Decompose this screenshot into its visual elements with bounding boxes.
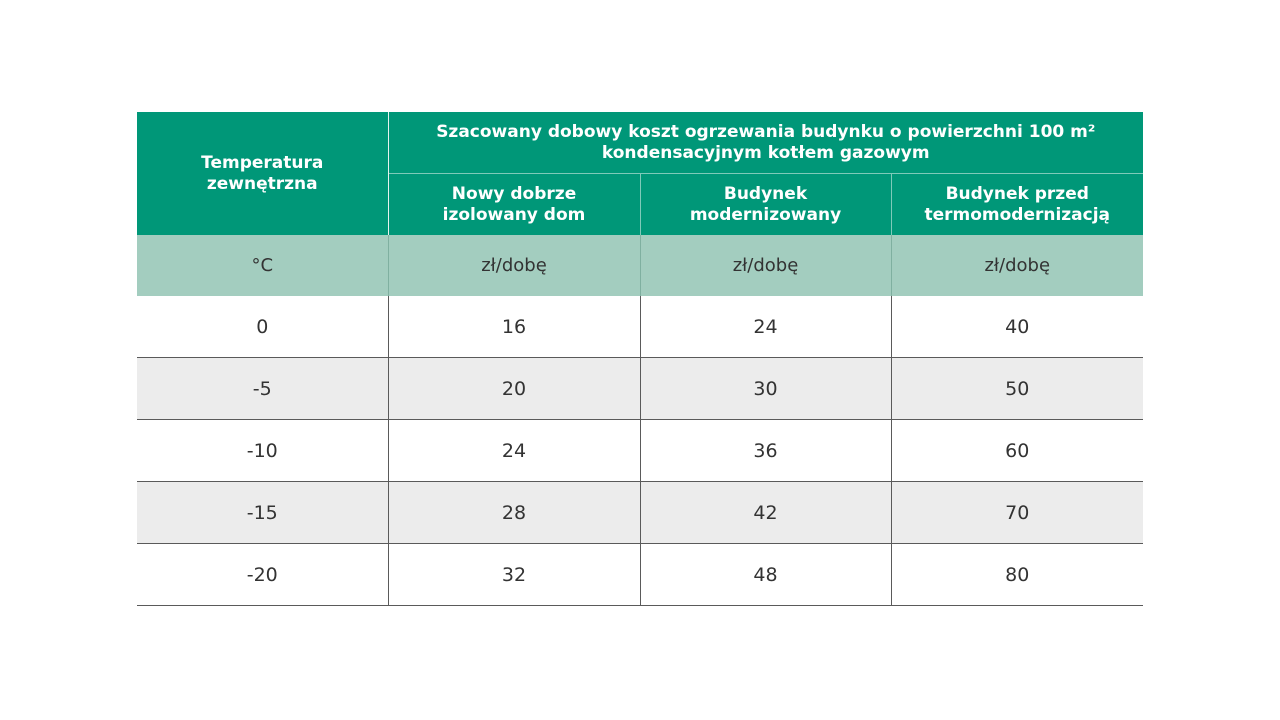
table-cell: 40 [891,296,1143,358]
table-cell: 70 [891,481,1143,544]
table-row: 0 16 24 40 [137,296,1143,358]
unit-cell: zł/dobę [640,235,892,296]
table-cell: 20 [388,357,641,420]
table-row: -20 32 48 80 [137,543,1143,606]
table-row: -10 24 36 60 [137,419,1143,482]
col-header-before-thermo: Budynek przed termomodernizacją [891,173,1143,235]
table-cell: -5 [137,357,389,420]
table-row: -15 28 42 70 [137,481,1143,544]
table-cell: -15 [137,481,389,544]
col-header-modernized: Budynek modernizowany [640,173,892,235]
table-cell: 48 [640,543,892,606]
unit-cell: °C [137,235,389,296]
unit-cell: zł/dobę [388,235,641,296]
table-row: -5 20 30 50 [137,357,1143,420]
table-cell: 24 [640,296,892,358]
table-cell: 80 [891,543,1143,606]
table-cell: -10 [137,419,389,482]
table-cell: 36 [640,419,892,482]
outdoor-temperature-header: Temperatura zewnętrzna [137,112,389,235]
table-cell: 50 [891,357,1143,420]
table-cell: 24 [388,419,641,482]
unit-cell: zł/dobę [891,235,1143,296]
table-cell: 60 [891,419,1143,482]
units-row: °C zł/dobę zł/dobę zł/dobę [137,235,1143,296]
table-cell: 16 [388,296,641,358]
heating-cost-table: Temperatura zewnętrzna Szacowany dobowy … [137,112,1143,606]
daily-cost-group-header: Szacowany dobowy koszt ogrzewania budynk… [388,112,1143,174]
table-cell: 0 [137,296,389,358]
table-cell: 42 [640,481,892,544]
table-cell: 30 [640,357,892,420]
table-cell: 32 [388,543,641,606]
table-cell: -20 [137,543,389,606]
table-cell: 28 [388,481,641,544]
col-header-new-insulated: Nowy dobrze izolowany dom [388,173,641,235]
